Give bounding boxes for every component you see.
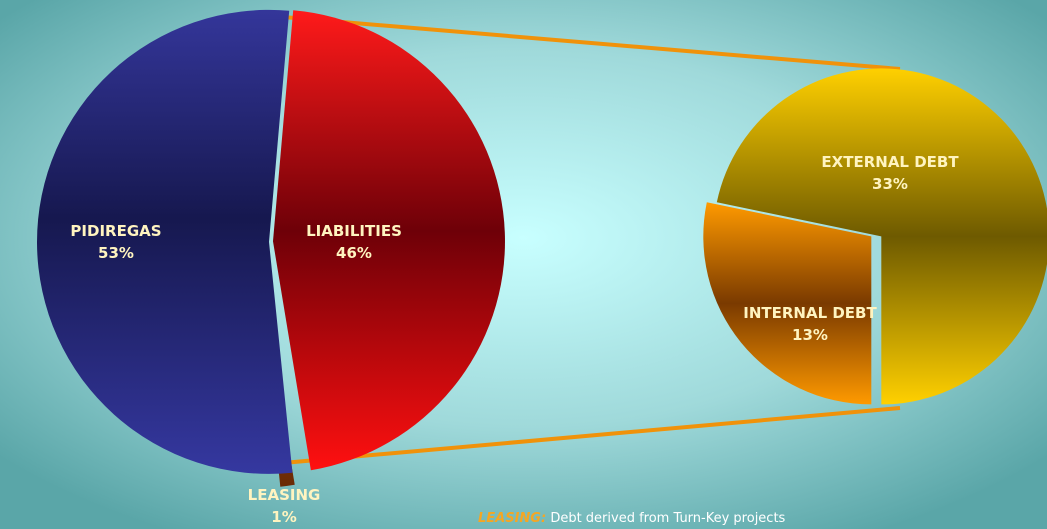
slice-labels: PIDIREGAS 53% LIABILITIES 46% LEASING 1% EXTER…: [70, 153, 959, 526]
connector-line-bottom: [282, 406, 901, 465]
slice-pidiregas-label-value: 53%: [98, 244, 134, 262]
main-pie: [37, 9, 505, 487]
slice-liabilities-label-value: 46%: [336, 244, 372, 262]
slice-pidiregas-label: PIDIREGAS 53%: [70, 222, 161, 262]
slice-external-debt-label: EXTERNAL DEBT 33%: [821, 153, 959, 193]
slice-external-debt: [716, 68, 1047, 405]
slice-internal-debt-label-name: INTERNAL DEBT: [743, 304, 877, 322]
slice-external-debt-label-value: 33%: [872, 175, 908, 193]
footnote-keyword: LEASING:: [478, 511, 547, 526]
slice-leasing-label-value: 1%: [271, 508, 296, 526]
slice-liabilities: [272, 10, 505, 471]
breakdown-pie: [703, 68, 1047, 405]
slice-leasing-label: LEASING 1%: [248, 486, 321, 526]
footnote: LEASING: Debt derived from Turn-Key proj…: [478, 511, 1038, 526]
slice-internal-debt: [703, 202, 872, 405]
slice-internal-debt-label-value: 13%: [792, 326, 828, 344]
slice-internal-debt-label: INTERNAL DEBT 13%: [743, 304, 877, 344]
connector-line-top: [282, 15, 901, 71]
connector-lines: [282, 15, 901, 465]
slice-pidiregas: [37, 9, 293, 474]
slice-external-debt-label-name: EXTERNAL DEBT: [821, 153, 959, 171]
slice-liabilities-label: LIABILITIES 46%: [306, 222, 402, 262]
footnote-text: Debt derived from Turn-Key projects: [546, 511, 786, 526]
slice-leasing-label-name: LEASING: [248, 486, 321, 504]
slice-pidiregas-label-name: PIDIREGAS: [70, 222, 161, 240]
slice-liabilities-label-name: LIABILITIES: [306, 222, 402, 240]
